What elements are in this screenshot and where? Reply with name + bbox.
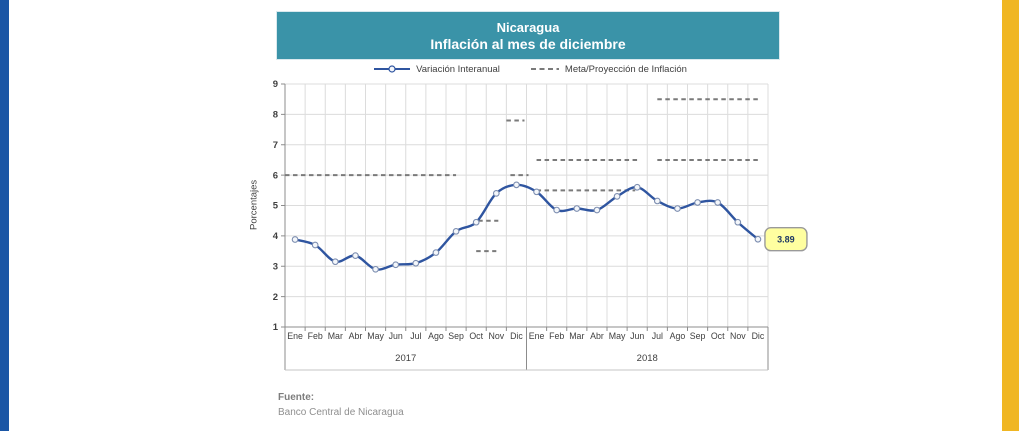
dashed-line-swatch-icon: [530, 68, 559, 70]
legend-item-variacion: Variación Interanual: [373, 64, 500, 75]
y-tick-label: 7: [273, 140, 278, 151]
chart-legend: Variación Interanual Meta/Proyección de …: [250, 62, 810, 76]
data-point-marker: [553, 206, 561, 214]
data-point-marker: [372, 265, 379, 273]
data-point-marker: [754, 235, 762, 243]
data-point-marker: [513, 181, 520, 189]
month-label: Ene: [287, 331, 303, 341]
legend-label-meta: Meta/Proyección de Inflación: [564, 63, 687, 75]
inflation-line-chart: 1 2 3 4 5 6 7 8 9 Ene Feb Mar Abr May Jun Jul Ago Sep Oct N…: [273, 79, 808, 371]
data-point-marker: [734, 218, 742, 226]
legend-item-meta: Meta/Proyección de Inflación: [530, 64, 687, 75]
month-label: Jun: [389, 331, 403, 341]
line-marker-swatch-icon: [374, 65, 411, 73]
month-label: Sep: [690, 331, 706, 341]
month-label: Mar: [569, 331, 584, 341]
month-label: Sep: [448, 331, 464, 341]
month-label: Dic: [510, 331, 523, 341]
month-label: Oct: [469, 331, 483, 341]
data-point-marker: [452, 227, 460, 235]
y-tick-label: 4: [273, 231, 279, 242]
month-label: Ago: [428, 331, 444, 341]
y-tick-label: 8: [273, 110, 278, 121]
source-footer: Fuente: Banco Central de Nicaragua: [278, 390, 404, 420]
chart-header: Nicaragua Inflación al mes de diciembre: [276, 11, 780, 60]
month-label: Ago: [670, 331, 686, 341]
year-label: 2018: [637, 353, 658, 364]
data-point-marker: [593, 206, 601, 214]
y-tick-label: 5: [273, 201, 279, 212]
month-label: Feb: [308, 331, 323, 341]
legend-label-variacion: Variación Interanual: [416, 63, 500, 75]
y-tick-label: 9: [273, 79, 278, 90]
data-point-marker: [352, 252, 359, 259]
data-point-marker: [311, 241, 319, 249]
month-label: May: [367, 331, 384, 341]
data-point-marker: [291, 236, 299, 243]
data-point-marker: [633, 183, 641, 191]
month-label: Jul: [652, 331, 663, 341]
month-label: Feb: [549, 331, 564, 341]
y-tick-label: 2: [273, 292, 278, 303]
month-label: Jul: [410, 331, 421, 341]
month-label: Nov: [488, 331, 504, 341]
data-point-marker: [412, 259, 420, 267]
data-point-marker: [392, 261, 400, 269]
data-point-marker: [331, 258, 339, 266]
year-label: 2017: [395, 353, 416, 364]
month-label: Ene: [529, 331, 545, 341]
month-label: Abr: [349, 331, 363, 341]
data-point-marker: [694, 199, 701, 206]
left-accent-bar: [0, 0, 9, 431]
data-point-marker: [714, 199, 722, 206]
data-point-marker: [613, 193, 621, 200]
data-point-marker: [472, 218, 480, 226]
month-label: Nov: [730, 331, 746, 341]
data-point-marker: [432, 249, 440, 256]
chart-title-country: Nicaragua: [496, 19, 560, 35]
data-point-marker: [573, 205, 581, 212]
y-tick-label: 6: [273, 170, 278, 181]
y-tick-label: 3: [273, 261, 278, 272]
month-label: Jun: [630, 331, 644, 341]
chart-title-subtitle: Inflación al mes de diciembre: [430, 35, 626, 52]
source-text: Banco Central de Nicaragua: [278, 407, 404, 418]
month-label: May: [609, 331, 626, 341]
y-tick-label: 1: [273, 322, 279, 333]
fuente-label: Fuente:: [278, 392, 315, 403]
data-point-marker: [653, 197, 661, 205]
data-point-marker: [492, 189, 500, 197]
end-value-label: 3.89: [777, 234, 795, 244]
month-label: Mar: [328, 331, 343, 341]
right-accent-bar: [1002, 0, 1019, 431]
data-point-marker: [674, 205, 681, 212]
month-label: Abr: [590, 331, 604, 341]
end-value-callout: [764, 227, 808, 252]
data-point-marker: [533, 188, 540, 196]
month-label: Dic: [752, 331, 765, 341]
month-label: Oct: [711, 331, 725, 341]
